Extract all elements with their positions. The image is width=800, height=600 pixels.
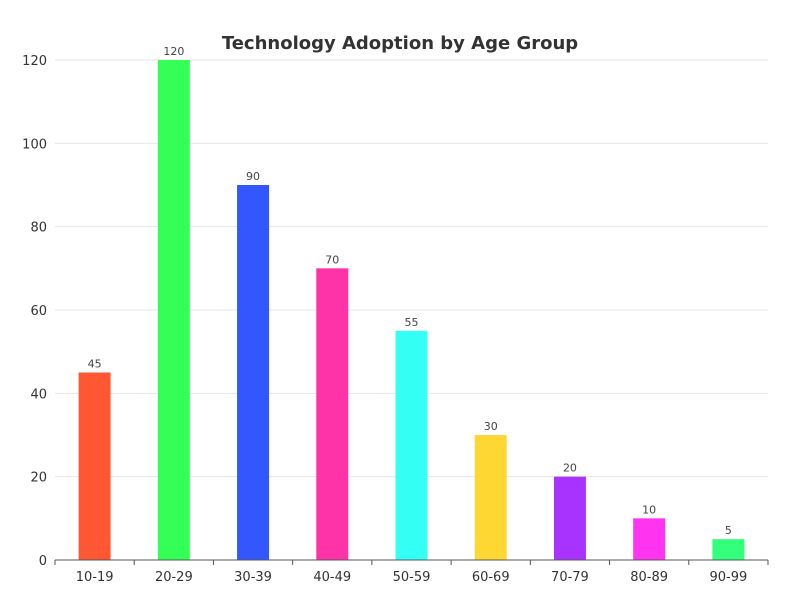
chart-title: Technology Adoption by Age Group <box>222 33 578 54</box>
bar <box>78 372 111 560</box>
data-labels: 45 120 90 70 55 30 20 10 5 <box>88 45 732 537</box>
bar <box>633 518 666 560</box>
y-tick-label: 120 <box>22 54 47 69</box>
x-tick-label: 80-89 <box>630 570 668 585</box>
x-tick-label: 30-39 <box>234 570 272 585</box>
data-label: 10 <box>642 503 656 516</box>
x-tick-label: 50-59 <box>393 570 431 585</box>
bar <box>474 435 507 560</box>
y-tick-label: 60 <box>30 304 47 319</box>
bar <box>237 185 270 560</box>
y-tick-label: 40 <box>30 387 47 402</box>
x-tick-label: 10-19 <box>76 570 114 585</box>
bars <box>78 60 745 560</box>
bar <box>157 60 190 560</box>
x-tick-label: 60-69 <box>472 570 510 585</box>
data-label: 120 <box>163 45 184 58</box>
x-tick-label: 20-29 <box>155 570 193 585</box>
axes: 0 20 40 60 80 100 120 10-19 20-29 30-39 40-49 50-59… <box>22 54 769 585</box>
data-label: 45 <box>88 358 102 371</box>
x-tick-label: 90-99 <box>709 570 747 585</box>
bar <box>316 268 349 560</box>
x-tick-label: 70-79 <box>551 570 589 585</box>
data-label: 90 <box>246 170 260 183</box>
data-label: 20 <box>563 462 577 475</box>
y-tick-label: 80 <box>30 221 47 236</box>
bar <box>553 476 586 560</box>
bar <box>712 539 745 560</box>
y-tick-label: 20 <box>30 471 47 486</box>
data-label: 30 <box>484 420 498 433</box>
y-tick-label: 0 <box>39 554 47 569</box>
bar <box>395 330 428 560</box>
data-label: 70 <box>325 253 339 266</box>
data-label: 55 <box>405 316 419 329</box>
y-tick-label: 100 <box>22 137 47 152</box>
data-label: 5 <box>725 524 732 537</box>
x-tick-label: 40-49 <box>313 570 351 585</box>
